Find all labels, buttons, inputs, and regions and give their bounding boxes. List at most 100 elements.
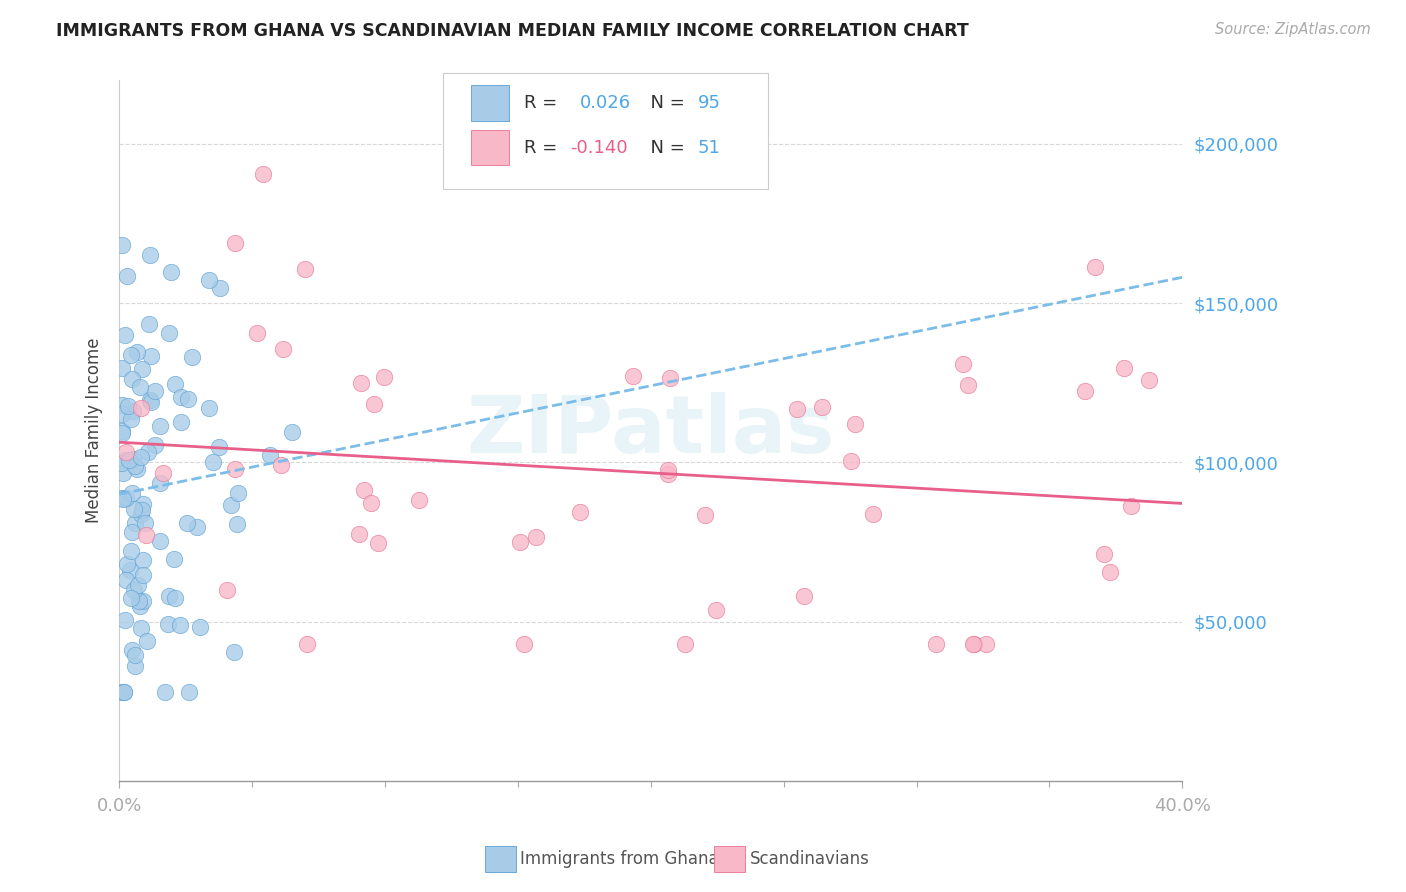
FancyBboxPatch shape [471,86,509,120]
Point [513,637,536,651]
Point [156,617,179,632]
Point [224,462,246,476]
Point [127,461,149,475]
Point [111,398,134,412]
Point [962,637,984,651]
Point [114,613,136,627]
Point [1073,384,1095,398]
Text: -0.140: -0.140 [569,139,627,157]
Point [224,235,246,250]
Point [122,502,145,516]
Point [149,418,172,433]
Point [120,411,142,425]
Point [132,567,155,582]
Point [112,685,135,699]
Point [122,451,145,466]
Point [956,378,979,392]
Point [152,467,174,481]
Point [120,544,142,558]
Point [134,516,156,530]
Point [117,400,139,414]
Point [363,397,385,411]
Point [115,558,138,572]
Point [131,594,153,608]
Point [163,551,186,566]
Point [360,496,382,510]
FancyBboxPatch shape [443,73,768,188]
Point [271,343,294,357]
Point [657,463,679,477]
Text: Immigrants from Ghana: Immigrants from Ghana [520,850,718,868]
Point [121,485,143,500]
Point [509,535,531,549]
Point [136,445,159,459]
Text: R =: R = [524,139,564,157]
Point [111,238,134,252]
Point [201,455,224,469]
Point [839,453,862,467]
Point [138,318,160,332]
Point [139,349,162,363]
Point [120,348,142,362]
Point [115,574,138,588]
Point [658,371,681,385]
Point [373,369,395,384]
Point [157,589,180,603]
Point [295,637,318,651]
Point [226,486,249,500]
Point [177,685,200,699]
Point [170,390,193,404]
Point [118,453,141,467]
Point [568,505,591,519]
Point [135,527,157,541]
Point [129,621,152,635]
Point [219,498,242,512]
Point [136,634,159,648]
Point [143,384,166,398]
Point [139,393,162,408]
Point [367,535,389,549]
Point [793,589,815,603]
Point [125,344,148,359]
Point [127,577,149,591]
Point [281,425,304,439]
Point [160,265,183,279]
Point [524,530,547,544]
Point [121,371,143,385]
Point [128,594,150,608]
Point [673,637,696,651]
Point [114,453,136,467]
Text: 51: 51 [697,139,720,157]
Text: N =: N = [640,94,690,112]
Point [844,417,866,432]
Point [350,376,373,391]
Point [122,403,145,417]
Point [952,357,974,371]
Point [1092,547,1115,561]
Point [198,401,221,415]
Point [129,380,152,394]
Point [353,483,375,498]
Point [217,583,239,598]
Point [132,496,155,510]
Point [222,645,245,659]
Text: 95: 95 [697,94,720,112]
Point [157,326,180,341]
Point [124,516,146,531]
Point [621,369,644,384]
Point [111,491,134,505]
Point [111,424,134,438]
Point [963,637,986,651]
Point [197,273,219,287]
Y-axis label: Median Family Income: Median Family Income [86,338,103,524]
Point [128,599,150,613]
Point [111,466,134,480]
Point [143,438,166,452]
Point [208,281,231,295]
Point [974,637,997,651]
Point [693,508,716,522]
Point [163,591,186,605]
Point [115,444,138,458]
Point [139,247,162,261]
Point [170,415,193,429]
